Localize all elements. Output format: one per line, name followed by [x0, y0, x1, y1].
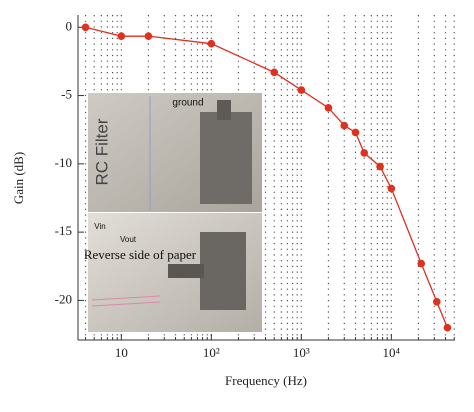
- x-tick-label: 10²: [203, 345, 220, 360]
- inset-photos: RC Filter ground Reverse side of paper V…: [84, 93, 262, 332]
- point: [144, 32, 153, 40]
- y-axis-title: Gain (dB): [11, 152, 26, 204]
- annotation: RC Filter: [92, 118, 111, 185]
- y-tick-label: -15: [55, 223, 72, 238]
- x-tick-label: 10: [115, 345, 128, 360]
- annotation: Reverse side of paper: [84, 247, 197, 262]
- point: [340, 121, 349, 130]
- x-axis-title: Frequency (Hz): [225, 373, 307, 388]
- point: [387, 184, 396, 193]
- point: [360, 149, 369, 157]
- trace: [168, 264, 204, 278]
- y-tick-label: -10: [55, 155, 72, 170]
- foil-tab: [217, 100, 231, 120]
- x-tick-label: 10⁴: [383, 345, 401, 360]
- foil-pad: [200, 112, 252, 204]
- point: [417, 259, 426, 268]
- point: [324, 104, 333, 112]
- annotation: ground: [172, 98, 203, 109]
- foil-pad: [200, 232, 246, 310]
- point: [376, 162, 384, 171]
- point: [351, 128, 360, 137]
- point: [81, 23, 90, 32]
- point: [443, 323, 452, 332]
- paper-line: [91, 301, 161, 307]
- y-tick-label: -5: [61, 87, 72, 102]
- annotation: Vout: [120, 235, 137, 244]
- x-tick-label: 10³: [293, 345, 310, 360]
- point: [297, 86, 306, 94]
- point: [432, 297, 441, 306]
- paper-line: [91, 295, 161, 301]
- point: [207, 39, 216, 48]
- point: [270, 68, 279, 77]
- y-tick-label: -20: [55, 291, 72, 306]
- y-tick-label: 0: [66, 18, 73, 33]
- annotation: Vin: [94, 222, 105, 231]
- point: [117, 32, 126, 40]
